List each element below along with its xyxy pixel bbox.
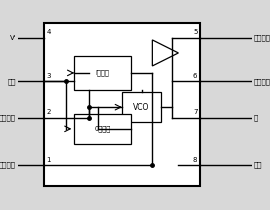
Text: 1: 1 bbox=[46, 156, 51, 163]
Text: I相检波: I相检波 bbox=[96, 70, 109, 76]
Bar bbox=[44, 22, 200, 186]
Text: 回路滤波: 回路滤波 bbox=[0, 114, 16, 121]
Text: 4: 4 bbox=[46, 29, 51, 35]
Text: VCO: VCO bbox=[133, 103, 150, 112]
Text: 8: 8 bbox=[193, 156, 197, 163]
Text: V': V' bbox=[9, 35, 16, 41]
Bar bbox=[74, 114, 131, 144]
Polygon shape bbox=[152, 40, 178, 66]
Bar bbox=[122, 92, 161, 122]
Text: 定时电容: 定时电容 bbox=[254, 78, 270, 85]
Text: 2: 2 bbox=[46, 109, 51, 115]
Text: 7: 7 bbox=[193, 109, 197, 115]
Bar bbox=[74, 55, 131, 90]
Text: 输入: 输入 bbox=[8, 78, 16, 85]
Text: 输出: 输出 bbox=[254, 162, 262, 168]
Text: 5: 5 bbox=[193, 29, 197, 35]
Text: 6: 6 bbox=[193, 73, 197, 79]
Text: 地: 地 bbox=[254, 114, 258, 121]
Text: 定时电际: 定时电际 bbox=[254, 34, 270, 41]
Text: 3: 3 bbox=[46, 73, 51, 79]
Text: 0相检波: 0相检波 bbox=[94, 126, 111, 132]
Text: 输出滤波: 输出滤波 bbox=[0, 162, 16, 168]
